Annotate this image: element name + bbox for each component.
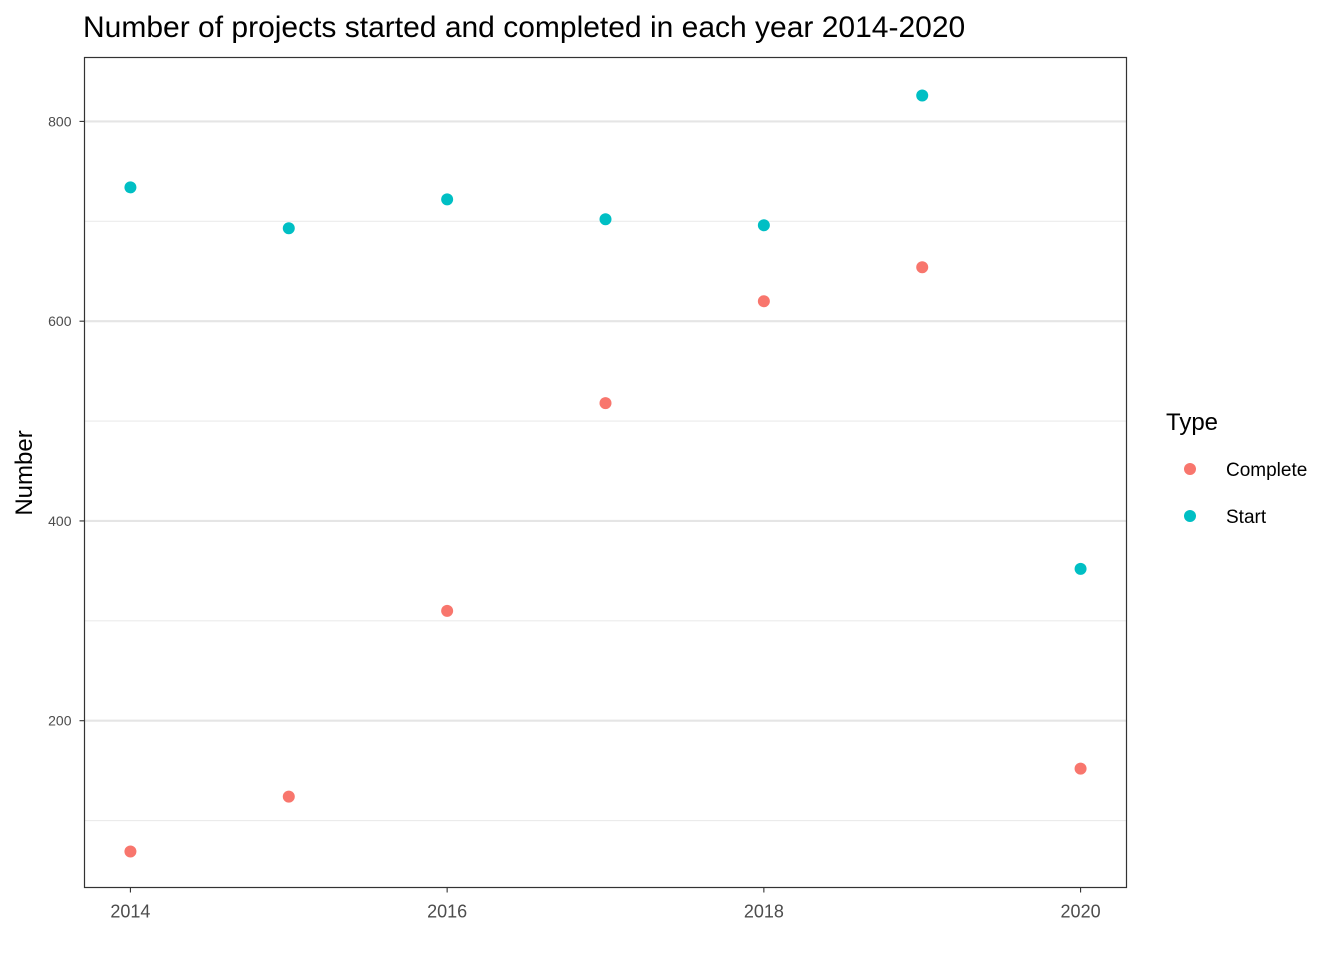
point-start-2014 [124, 181, 137, 194]
point-start-2015 [282, 222, 295, 235]
legend-label-complete: Complete [1226, 460, 1307, 481]
legend-title: Type [1166, 409, 1218, 436]
y-tick-label: 600 [48, 313, 72, 329]
chart-title: Number of projects started and completed… [83, 11, 965, 44]
point-start-2016 [441, 193, 454, 206]
legend-label-start: Start [1226, 507, 1267, 528]
point-start-2017 [599, 213, 612, 226]
point-start-2020 [1074, 562, 1087, 575]
x-axis: 2014 2016 2018 2020 [110, 887, 1101, 922]
y-tick-label: 800 [48, 113, 72, 129]
point-complete-2020 [1074, 762, 1087, 775]
y-tick-label: 200 [48, 713, 72, 729]
x-tick-label: 2014 [110, 902, 150, 922]
point-start-2019 [916, 89, 929, 102]
x-tick-label: 2018 [744, 902, 784, 922]
plot-panel-border [83, 56, 1128, 889]
point-complete-2015 [282, 790, 295, 803]
point-complete-2014 [124, 845, 137, 858]
legend-key-complete [1184, 463, 1196, 475]
legend-key-start [1184, 510, 1196, 522]
point-complete-2019 [916, 261, 929, 274]
point-start-2018 [757, 219, 770, 232]
point-complete-2016 [441, 604, 454, 617]
point-complete-2018 [757, 295, 770, 308]
y-axis-title: Number [11, 430, 38, 515]
point-complete-2017 [599, 397, 612, 410]
grid-lines [84, 120, 1127, 822]
legend: Type Complete Start [1166, 409, 1307, 528]
x-tick-label: 2016 [427, 902, 467, 922]
x-tick-label: 2020 [1061, 902, 1101, 922]
data-points [124, 89, 1087, 858]
y-axis: 200 400 600 800 [48, 113, 85, 729]
y-tick-label: 400 [48, 513, 72, 529]
